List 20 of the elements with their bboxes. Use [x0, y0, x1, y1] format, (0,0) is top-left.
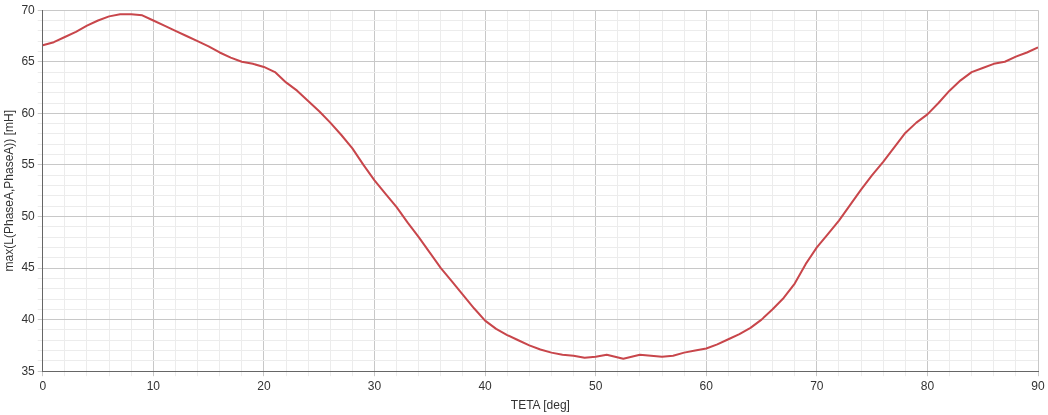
y-tick-label: 55	[21, 157, 36, 172]
x-tick-label: 40	[478, 378, 493, 393]
x-tick-label: 0	[39, 378, 47, 393]
x-tick-label: 80	[920, 378, 935, 393]
x-tick-label: 20	[257, 378, 271, 393]
y-tick-label: 35	[21, 363, 36, 378]
y-tick-label: 70	[21, 2, 36, 17]
y-tick-label: 45	[21, 260, 36, 275]
y-tick-label: 40	[21, 311, 36, 326]
y-tick-label: 65	[21, 54, 36, 69]
x-axis-title: TETA [deg]	[510, 398, 570, 413]
x-tick-label: 30	[367, 378, 382, 393]
x-tick-label: 70	[810, 378, 824, 393]
x-tick-label: 60	[699, 378, 714, 393]
y-tick-label: 50	[21, 208, 36, 223]
x-tick-label: 50	[588, 378, 603, 393]
y-tick-label: 60	[21, 105, 36, 120]
x-tick-label: 10	[146, 378, 161, 393]
x-tick-label: 90	[1031, 378, 1045, 393]
y-axis-title: max(L(PhaseA,PhaseA)) [mH]	[1, 110, 16, 272]
